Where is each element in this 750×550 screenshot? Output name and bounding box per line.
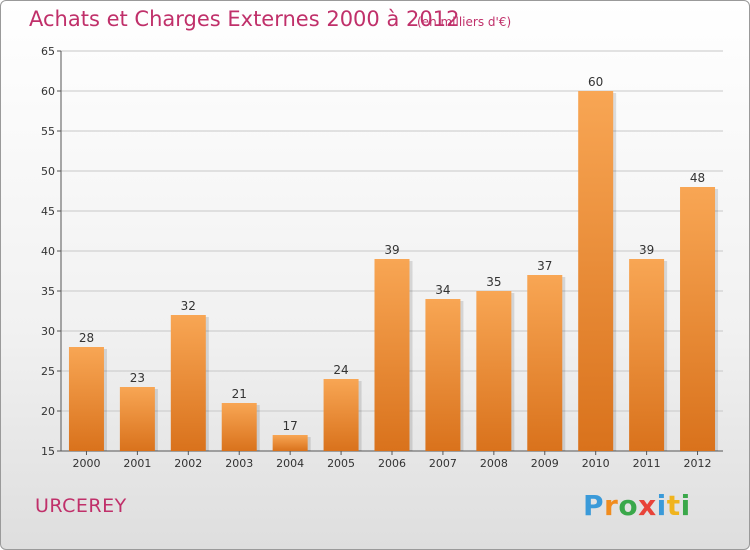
data-label: 39 bbox=[384, 243, 399, 257]
x-tick-label: 2003 bbox=[225, 457, 253, 470]
data-label: 21 bbox=[232, 387, 247, 401]
bar bbox=[425, 299, 461, 451]
bar bbox=[578, 91, 614, 451]
x-tick-label: 2000 bbox=[72, 457, 100, 470]
data-label: 17 bbox=[283, 419, 298, 433]
chart-subtitle: (en milliers d'€) bbox=[417, 15, 512, 29]
bar bbox=[527, 275, 563, 451]
x-tick-label: 2002 bbox=[174, 457, 202, 470]
y-tick-label: 50 bbox=[41, 165, 55, 178]
data-label: 60 bbox=[588, 75, 603, 89]
y-tick-label: 20 bbox=[41, 405, 55, 418]
bar bbox=[68, 347, 104, 451]
y-tick-label: 45 bbox=[41, 205, 55, 218]
bar bbox=[323, 379, 359, 451]
bar bbox=[374, 259, 410, 451]
x-tick-label: 2006 bbox=[378, 457, 406, 470]
data-label: 32 bbox=[181, 299, 196, 313]
logo-letter: i bbox=[680, 489, 691, 522]
logo-letter: i bbox=[656, 489, 667, 522]
bar bbox=[476, 291, 512, 451]
logo-letter: r bbox=[604, 489, 619, 522]
bar bbox=[221, 403, 257, 451]
y-tick-label: 60 bbox=[41, 85, 55, 98]
data-label: 23 bbox=[130, 371, 145, 385]
commune-name: URCEREY bbox=[35, 495, 127, 517]
bar bbox=[272, 435, 308, 451]
data-label: 24 bbox=[333, 363, 348, 377]
logo-letter: x bbox=[638, 489, 657, 522]
data-label: 48 bbox=[690, 171, 705, 185]
data-label: 35 bbox=[486, 275, 501, 289]
x-tick-label: 2012 bbox=[684, 457, 712, 470]
bar bbox=[629, 259, 665, 451]
x-tick-label: 2004 bbox=[276, 457, 304, 470]
data-label: 34 bbox=[435, 283, 450, 297]
x-tick-label: 2008 bbox=[480, 457, 508, 470]
x-tick-label: 2007 bbox=[429, 457, 457, 470]
y-tick-label: 25 bbox=[41, 365, 55, 378]
y-tick-label: 40 bbox=[41, 245, 55, 258]
bar bbox=[119, 387, 155, 451]
x-tick-label: 2001 bbox=[123, 457, 151, 470]
x-tick-label: 2011 bbox=[633, 457, 661, 470]
bar bbox=[680, 187, 716, 451]
x-tick-label: 2005 bbox=[327, 457, 355, 470]
proxiti-logo: Proxiti bbox=[583, 489, 691, 522]
y-tick-label: 35 bbox=[41, 285, 55, 298]
data-label: 39 bbox=[639, 243, 654, 257]
y-tick-label: 65 bbox=[41, 45, 55, 58]
x-tick-label: 2009 bbox=[531, 457, 559, 470]
bar bbox=[170, 315, 206, 451]
logo-letter: P bbox=[583, 489, 605, 522]
logo-letter: t bbox=[666, 489, 681, 522]
y-tick-label: 30 bbox=[41, 325, 55, 338]
x-tick-label: 2010 bbox=[582, 457, 610, 470]
data-label: 37 bbox=[537, 259, 552, 273]
y-tick-label: 15 bbox=[41, 445, 55, 458]
logo-letter: o bbox=[618, 489, 639, 522]
y-tick-label: 55 bbox=[41, 125, 55, 138]
chart-title: Achats et Charges Externes 2000 à 2012 bbox=[29, 7, 460, 31]
data-label: 28 bbox=[79, 331, 94, 345]
